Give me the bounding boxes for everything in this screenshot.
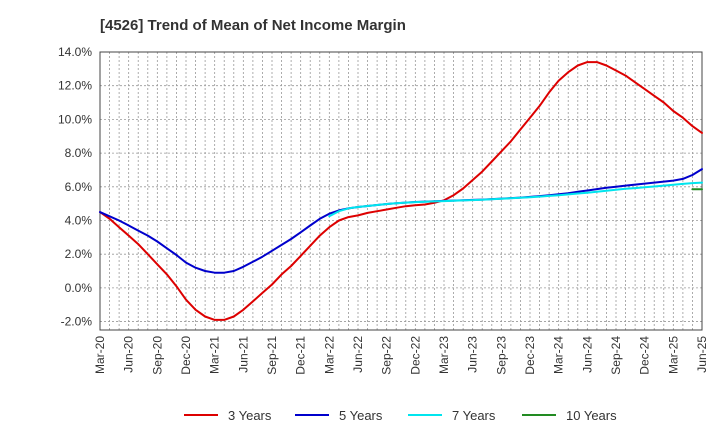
x-tick-label: Jun-24 [580, 336, 594, 373]
legend-item-3-years: 3 Years [184, 405, 271, 425]
x-tick-label: Dec-21 [294, 336, 308, 375]
x-tick-label: Dec-23 [523, 336, 537, 375]
x-tick-label: Dec-20 [179, 336, 193, 375]
x-tick-label: Jun-22 [351, 336, 365, 373]
y-tick-label: 8.0% [65, 146, 93, 160]
x-tick-label: Jun-21 [236, 336, 250, 373]
legend-item-7-years: 7 Years [408, 405, 495, 425]
y-tick-label: 6.0% [65, 180, 93, 194]
y-tick-label: -2.0% [61, 315, 93, 329]
x-tick-label: Sep-24 [609, 336, 623, 375]
series-lines [99, 61, 703, 321]
y-tick-label: 12.0% [58, 79, 92, 93]
x-tick-label: Mar-25 [666, 336, 680, 374]
series-line-7-years [328, 181, 703, 218]
y-axis: -2.0% 0.0% 2.0% 4.0% 6.0% 8.0% 10.0% 12.0% 14.0% [58, 45, 92, 329]
y-tick-label: 0.0% [65, 281, 93, 295]
legend-label-10-years: 10 Years [566, 407, 617, 423]
x-tick-label: Sep-21 [265, 336, 279, 375]
y-tick-label: 4.0% [65, 213, 93, 227]
x-axis: Mar-20 Jun-20 Sep-20 Dec-20 Mar-21 Jun-21 Sep-… [93, 336, 709, 375]
legend-swatch-3-years [184, 414, 218, 416]
y-tick-label: 2.0% [65, 247, 93, 261]
legend: 3 Years 5 Years 7 Years 10 Years [0, 405, 720, 425]
legend-label-3-years: 3 Years [228, 407, 272, 423]
series-line-5-years [99, 168, 703, 274]
legend-swatch-7-years [408, 414, 442, 416]
series-line-3-years [99, 61, 703, 321]
chart-title: [4526] Trend of Mean of Net Income Margi… [100, 17, 406, 34]
x-tick-label: Dec-24 [638, 336, 652, 375]
plot-frame [99, 51, 703, 331]
x-tick-label: Jun-20 [122, 336, 136, 373]
x-tick-label: Mar-21 [208, 336, 222, 374]
x-tick-label: Mar-23 [437, 336, 451, 374]
x-tick-label: Dec-22 [408, 336, 422, 375]
x-tick-label: Sep-22 [380, 336, 394, 375]
y-tick-label: 10.0% [58, 112, 92, 126]
legend-item-5-years: 5 Years [295, 405, 382, 425]
legend-label-7-years: 7 Years [452, 407, 496, 423]
x-tick-label: Mar-22 [322, 336, 336, 374]
legend-label-5-years: 5 Years [339, 407, 383, 423]
x-tick-label: Jun-23 [466, 336, 480, 373]
x-tick-label: Sep-23 [494, 336, 508, 375]
legend-swatch-10-years [522, 414, 556, 416]
y-tick-label: 14.0% [58, 45, 92, 59]
x-tick-label: Mar-24 [552, 336, 566, 374]
x-tick-label: Jun-25 [695, 336, 709, 373]
legend-swatch-5-years [295, 414, 329, 416]
x-tick-label: Mar-20 [93, 336, 107, 374]
x-tick-label: Sep-20 [150, 336, 164, 375]
legend-item-10-years: 10 Years [522, 405, 617, 425]
